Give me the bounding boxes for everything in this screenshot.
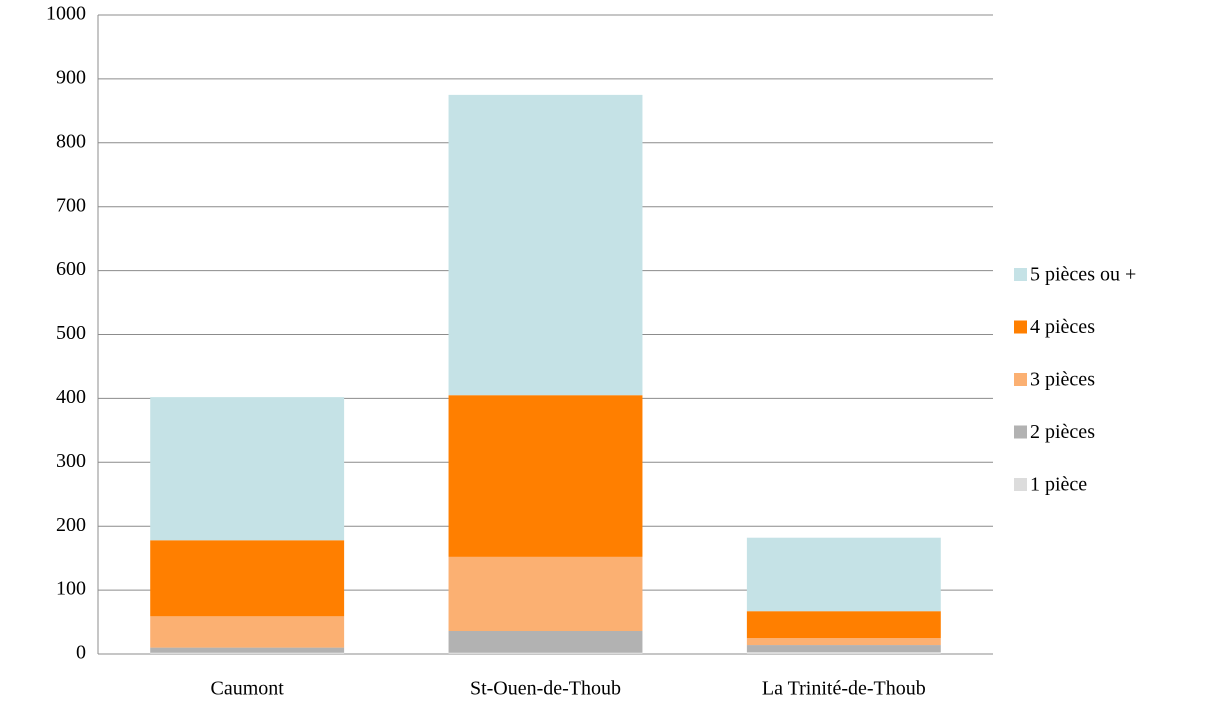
legend-label: 1 pièce bbox=[1030, 474, 1087, 496]
y-tick-label: 1000 bbox=[46, 3, 86, 25]
legend-label: 5 pièces ou + bbox=[1030, 264, 1136, 286]
y-tick-label: 600 bbox=[56, 258, 86, 280]
legend-swatch bbox=[1014, 478, 1027, 491]
y-tick-label: 0 bbox=[76, 642, 86, 664]
bar-segment bbox=[150, 616, 345, 648]
bar-segment bbox=[448, 395, 643, 557]
bar-segment bbox=[150, 647, 345, 653]
bar-segment bbox=[448, 630, 643, 653]
bar-segment bbox=[746, 638, 941, 646]
bar-segment bbox=[448, 556, 643, 631]
y-tick-label: 300 bbox=[56, 450, 86, 472]
legend-swatch bbox=[1014, 425, 1027, 439]
y-tick-label: 500 bbox=[56, 322, 86, 344]
bar-segment bbox=[746, 645, 941, 653]
bar-segment bbox=[746, 652, 941, 654]
legend-swatch bbox=[1014, 268, 1027, 281]
x-tick-label: St-Ouen-de-Thoub bbox=[470, 678, 621, 700]
y-tick-label: 800 bbox=[56, 130, 86, 152]
y-tick-label: 100 bbox=[56, 578, 86, 600]
bar-segment bbox=[448, 652, 643, 654]
legend-label: 2 pièces bbox=[1030, 421, 1095, 443]
legend-label: 3 pièces bbox=[1030, 369, 1095, 391]
y-tick-label: 200 bbox=[56, 514, 86, 536]
y-tick-label: 900 bbox=[56, 66, 86, 88]
bar-segment bbox=[746, 611, 941, 639]
x-tick-label: La Trinité-de-Thoub bbox=[762, 678, 926, 700]
legend-label: 4 pièces bbox=[1030, 316, 1095, 338]
x-tick-label: Caumont bbox=[210, 678, 284, 700]
bar-segment bbox=[150, 540, 345, 617]
y-tick-label: 700 bbox=[56, 194, 86, 216]
bar-segment bbox=[448, 94, 643, 396]
y-tick-label: 400 bbox=[56, 386, 86, 408]
bar-segment bbox=[746, 537, 941, 612]
legend-swatch bbox=[1014, 320, 1027, 334]
legend-swatch bbox=[1014, 373, 1027, 386]
bar-segment bbox=[150, 397, 345, 541]
bar-segment bbox=[150, 652, 345, 654]
